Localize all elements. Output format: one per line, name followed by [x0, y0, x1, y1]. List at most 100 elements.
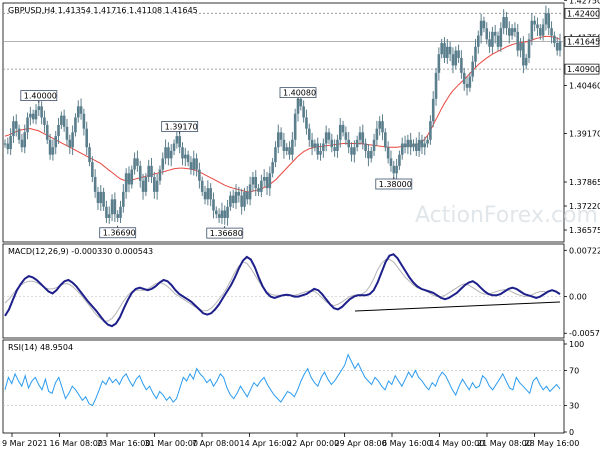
candle-body: [26, 117, 29, 133]
time-axis-label: 29 Apr 08:00: [335, 439, 387, 448]
rsi-panel-header: RSI(14) 48.9504: [8, 343, 73, 352]
candle-body: [260, 180, 263, 192]
candle-body: [519, 43, 522, 51]
candle-body: [488, 39, 491, 47]
candle-body: [155, 180, 159, 192]
candle-body: [369, 150, 373, 159]
candle-body: [150, 165, 153, 178]
candle-body: [460, 57, 463, 73]
time-axis-label: 28 May 16:00: [525, 439, 580, 448]
candle-body: [457, 50, 460, 58]
candle-body: [262, 177, 266, 181]
candle-body: [446, 46, 449, 58]
rsi-levels: [3, 370, 564, 406]
candle-body: [172, 143, 176, 151]
price-y-tick-label: 1.37865: [569, 178, 600, 187]
candle-body: [248, 184, 252, 200]
candle-body: [395, 165, 398, 174]
candle-body: [110, 199, 114, 215]
candle-body: [361, 132, 365, 144]
candle-body: [102, 191, 105, 207]
candle-body: [558, 41, 562, 51]
candle-body: [367, 150, 370, 159]
candle-body: [510, 28, 514, 36]
price-panel-frame: [2, 2, 565, 243]
candle-body: [23, 132, 27, 148]
candle-body: [217, 214, 221, 218]
candle-body: [141, 180, 145, 192]
candle-body: [443, 43, 446, 58]
candle-body: [271, 162, 274, 174]
price-y-tick-label: 1.42750: [569, 0, 600, 5]
candle-body: [265, 177, 269, 189]
candle-body: [12, 121, 15, 137]
candle-body: [415, 143, 418, 151]
candle-body: [6, 143, 10, 150]
annotation-text: 1.36690: [103, 229, 136, 238]
candle-body: [305, 117, 308, 129]
candle-body: [85, 128, 89, 148]
candle-body: [186, 154, 190, 163]
candle-body: [119, 206, 122, 218]
candle-body: [296, 98, 300, 114]
candle-body: [34, 110, 38, 120]
candle-body: [288, 147, 291, 155]
time-axis-label: 23 Mar 16:00: [97, 439, 150, 448]
price-panel: GBPUSD,H4 1.41354 1.41716 1.41108 1.4164…: [2, 0, 600, 243]
candle-body: [496, 35, 500, 47]
candle-body: [45, 124, 49, 140]
candle-body: [485, 28, 489, 40]
candle-body: [231, 195, 235, 204]
candle-body: [203, 191, 207, 200]
candle-body: [29, 113, 32, 118]
candle-body: [96, 191, 100, 204]
candle-body: [43, 117, 46, 125]
candle-body: [14, 121, 18, 129]
candle-body: [353, 147, 356, 155]
rsi-panel-frame: [2, 339, 565, 434]
candle-body: [541, 24, 545, 36]
candle-body: [536, 24, 539, 29]
candle-body: [79, 106, 83, 114]
annotation-text: 1.39170: [165, 122, 198, 131]
rsi-line: [4, 353, 561, 407]
candle-body: [153, 177, 156, 192]
price-y-tick-label: 1.39170: [569, 129, 600, 138]
candle-body: [336, 139, 339, 151]
candle-body: [330, 139, 334, 148]
time-axis-label: 14 May 00:00: [430, 439, 485, 448]
candle-body: [279, 132, 283, 140]
candle-body: [333, 147, 336, 151]
price-label-box: [564, 63, 600, 75]
candle-body: [434, 72, 438, 99]
candle-body: [550, 28, 553, 36]
candle-body: [527, 39, 531, 58]
macd-main-line: [4, 253, 561, 328]
price-y-tick-label: 1.36575: [569, 226, 600, 235]
time-axis-label: 22 Apr 00:00: [287, 439, 339, 448]
candle-body: [468, 76, 472, 88]
candle-body: [161, 158, 165, 170]
candle-body: [93, 177, 97, 192]
annotation-box: [99, 227, 137, 239]
candle-body: [316, 143, 320, 155]
candle-body: [158, 169, 162, 181]
macd-panel-header: MACD(12,26,9) -0.000330 0.000543: [8, 247, 153, 256]
rsi-series-line: [4, 353, 561, 407]
candle-body: [355, 139, 359, 148]
candle-body: [327, 132, 331, 140]
candle-body: [437, 54, 441, 73]
price-gridlines: [3, 12, 564, 70]
annotation-box: [375, 178, 413, 190]
candle-body: [471, 61, 474, 77]
candle-body: [505, 17, 508, 29]
candle-body: [491, 31, 494, 47]
watermark: ActionForex.com: [415, 203, 598, 228]
time-axis-label: 7 Apr 08:00: [192, 439, 239, 448]
candle-body: [226, 206, 229, 218]
candle-body: [240, 195, 243, 207]
candle-body: [431, 98, 435, 122]
candle-body: [268, 173, 272, 189]
price-candles: [3, 5, 562, 226]
candle-body: [169, 150, 173, 159]
